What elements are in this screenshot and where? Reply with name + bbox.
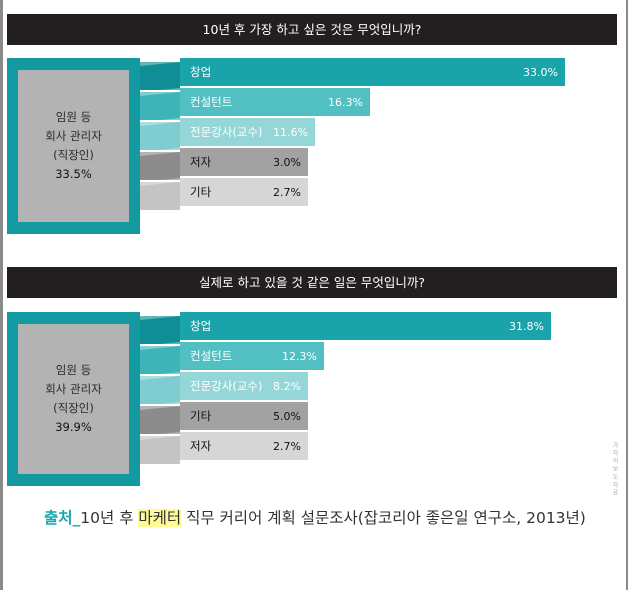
connector-segment (140, 122, 180, 150)
connector-edge (140, 118, 180, 126)
right-frame-line (626, 0, 628, 590)
chart-2-title: 실제로 하고 있을 것 같은 일은 무엇입니까? (7, 267, 617, 298)
connector-edge (140, 148, 180, 156)
bar-value-label: 12.3% (282, 350, 317, 363)
connector-segment (140, 316, 180, 344)
connector-segment (140, 182, 180, 210)
bar-4: 기타 5.0% (180, 402, 308, 430)
bar-2: 컨설턴트 16.3% (180, 88, 370, 116)
source-text-before: 10년 후 (80, 509, 139, 527)
bar-value-label: 31.8% (509, 320, 544, 333)
chart-2-connector (140, 312, 180, 464)
bar-label: 컨설턴트 (190, 95, 233, 109)
bar-3: 전문강사(교수) 11.6% (180, 118, 315, 146)
connector-edge (140, 312, 180, 320)
bar-value-label: 2.7% (273, 440, 301, 453)
connector-segment (140, 346, 180, 374)
bar-label: 창업 (190, 319, 212, 333)
bar-5: 저자 2.7% (180, 432, 308, 460)
connector-edge (140, 342, 180, 350)
source-caption: 출처_10년 후 마케터 직무 커리어 계획 설문조사(잡코리아 좋은일 연구소… (44, 503, 589, 534)
source-highlight: 마케터 (138, 509, 182, 527)
source-text-after: 직무 커리어 계획 설문조사(잡코리아 좋은일 연구소, 2013년) (181, 509, 586, 527)
bar-value-label: 5.0% (273, 410, 301, 423)
side-caption: 가 자 의 보 도 자 료 (611, 442, 618, 496)
bar-value-label: 2.7% (273, 186, 301, 199)
bar-label: 기타 (190, 409, 212, 423)
group-value: 33.5% (55, 167, 92, 181)
bar-1: 창업 31.8% (180, 312, 551, 340)
chart-2-group-label: 임원 등 회사 관리자 (직장인) 39.9% (18, 324, 129, 474)
connector-edge (140, 178, 180, 186)
connector-edge (140, 58, 180, 66)
bar-label: 전문강사(교수) (190, 125, 263, 139)
group-label-line: (직장인) (53, 148, 94, 162)
bar-2: 컨설턴트 12.3% (180, 342, 324, 370)
bar-1: 창업 33.0% (180, 58, 565, 86)
group-label-line: 회사 관리자 (45, 382, 102, 396)
chart-1-title: 10년 후 가장 하고 싶은 것은 무엇입니까? (7, 14, 617, 45)
group-label-line: 회사 관리자 (45, 129, 102, 143)
chart-1-connector (140, 58, 180, 210)
connector-edge (140, 432, 180, 440)
group-value: 39.9% (55, 420, 92, 434)
chart-2-group-box: 임원 등 회사 관리자 (직장인) 39.9% (7, 312, 140, 486)
connector-segment (140, 406, 180, 434)
left-frame-line (0, 0, 3, 590)
connector-edge (140, 88, 180, 96)
bar-4: 저자 3.0% (180, 148, 308, 176)
chart-1-group-box: 임원 등 회사 관리자 (직장인) 33.5% (7, 58, 140, 234)
group-label-line: (직장인) (53, 401, 94, 415)
bar-value-label: 33.0% (523, 66, 558, 79)
connector-edge (140, 402, 180, 410)
bar-label: 컨설턴트 (190, 349, 233, 363)
bar-label: 전문강사(교수) (190, 379, 263, 393)
group-label-line: 임원 등 (55, 363, 92, 377)
bar-value-label: 8.2% (273, 380, 301, 393)
connector-segment (140, 62, 180, 90)
connector-segment (140, 92, 180, 120)
bar-label: 저자 (190, 155, 212, 169)
bar-3: 전문강사(교수) 8.2% (180, 372, 308, 400)
connector-segment (140, 152, 180, 180)
connector-edge (140, 372, 180, 380)
bar-label: 창업 (190, 65, 212, 79)
group-label-line: 임원 등 (55, 110, 92, 124)
source-label: 출처_ (44, 509, 81, 527)
bar-5: 기타 2.7% (180, 178, 308, 206)
bar-value-label: 11.6% (273, 126, 308, 139)
connector-segment (140, 376, 180, 404)
bar-value-label: 3.0% (273, 156, 301, 169)
connector-segment (140, 436, 180, 464)
bar-label: 저자 (190, 439, 212, 453)
bar-label: 기타 (190, 185, 212, 199)
bar-value-label: 16.3% (328, 96, 363, 109)
chart-1-group-label: 임원 등 회사 관리자 (직장인) 33.5% (18, 70, 129, 222)
